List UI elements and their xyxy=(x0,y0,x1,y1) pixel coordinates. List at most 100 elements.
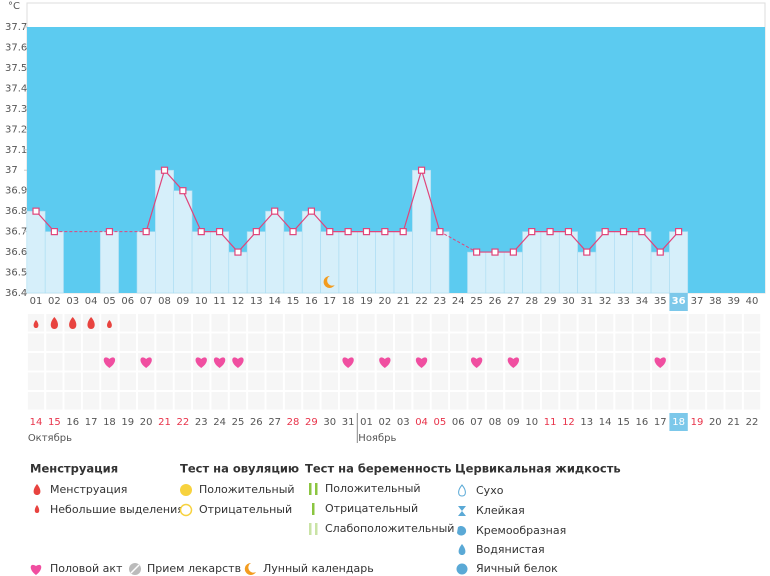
bar xyxy=(595,231,615,294)
bar xyxy=(558,231,578,294)
grid-cell xyxy=(450,372,467,390)
bar xyxy=(356,231,376,294)
grid-cell xyxy=(688,314,706,332)
grid-cell xyxy=(27,372,45,390)
x-tick-label: 23 xyxy=(434,296,447,307)
bar xyxy=(320,231,340,294)
grid-cell xyxy=(266,333,283,351)
grid-cell xyxy=(156,372,173,390)
date-label: 26 xyxy=(250,417,263,428)
grid-cell xyxy=(725,372,742,390)
point xyxy=(252,228,260,236)
grid-cell xyxy=(743,372,761,390)
grid-cell xyxy=(486,392,504,410)
x-tick-label: 17 xyxy=(323,296,336,307)
x-tick-label: 37 xyxy=(691,296,704,307)
date-label: 12 xyxy=(562,417,575,428)
point xyxy=(32,207,40,215)
grid-cell xyxy=(358,392,375,410)
grid-cell xyxy=(395,392,412,410)
y-tick-label: 36.7 xyxy=(5,227,27,238)
grid-cell xyxy=(450,333,467,351)
x-tick-label: 06 xyxy=(121,296,134,307)
grid-cell xyxy=(707,372,724,390)
legend-title: Тест на беременность xyxy=(305,462,451,476)
point xyxy=(399,228,407,236)
date-label: 20 xyxy=(140,417,153,428)
month-label: Октябрь xyxy=(28,433,72,444)
legend-title: Тест на овуляцию xyxy=(180,462,299,476)
grid-cell xyxy=(578,353,595,371)
point xyxy=(179,187,187,195)
bar xyxy=(412,169,432,294)
grid-cell xyxy=(82,392,100,410)
legend-icon xyxy=(458,484,466,497)
grid-cell xyxy=(725,353,742,371)
y-tick-label: 37.7 xyxy=(5,22,27,33)
grid-cell xyxy=(303,314,320,332)
grid-cell xyxy=(248,333,265,351)
date-label: 19 xyxy=(691,417,704,428)
intercourse-icon xyxy=(507,357,520,368)
grid-cell xyxy=(633,353,651,371)
grid-cell xyxy=(211,392,228,410)
grid-cell xyxy=(413,314,430,332)
grid-cell xyxy=(211,372,228,390)
grid-cell xyxy=(743,314,761,332)
grid-cell xyxy=(670,372,687,390)
grid-cell xyxy=(156,392,173,410)
point xyxy=(344,228,352,236)
point xyxy=(142,228,150,236)
grid-cell xyxy=(137,372,155,390)
intercourse-icon xyxy=(379,357,391,368)
grid-cell xyxy=(266,372,283,390)
grid-cell xyxy=(431,333,449,351)
bar xyxy=(99,231,119,294)
grid-cell xyxy=(193,314,210,332)
grid-cell xyxy=(27,333,45,351)
x-tick-label: 25 xyxy=(470,296,483,307)
y-tick-label: 37.1 xyxy=(5,145,27,156)
grid-cell xyxy=(211,314,228,332)
legend-text: Яичный белок xyxy=(476,562,558,575)
point xyxy=(473,248,481,256)
grid-cell xyxy=(321,314,338,332)
point xyxy=(528,228,536,236)
bar xyxy=(210,231,230,294)
grid-cell xyxy=(615,372,632,390)
grid-cell xyxy=(486,353,504,371)
x-tick-label: 22 xyxy=(415,296,428,307)
date-label: 15 xyxy=(48,417,61,428)
legend-text: Положительный xyxy=(199,483,295,496)
y-tick-label: 36.4 xyxy=(5,288,27,299)
grid-cell xyxy=(578,392,595,410)
grid-cell xyxy=(468,333,485,351)
x-tick-label: 03 xyxy=(66,296,79,307)
grid-cell xyxy=(505,392,522,410)
grid-cell xyxy=(339,333,357,351)
grid-cell xyxy=(450,392,467,410)
grid-cell xyxy=(266,392,283,410)
point xyxy=(674,228,683,236)
grid-cell xyxy=(137,333,155,351)
month-label: Ноябрь xyxy=(358,433,396,444)
intercourse-icon xyxy=(470,357,483,368)
grid-cell xyxy=(596,372,614,390)
x-tick-label: 21 xyxy=(397,296,410,307)
grid-cell xyxy=(101,392,118,410)
legend-title: Менструация xyxy=(30,462,118,476)
grid-cell xyxy=(46,333,63,351)
grid-cell xyxy=(670,392,687,410)
date-label: 21 xyxy=(727,417,740,428)
x-tick-label: 29 xyxy=(544,296,557,307)
date-label: 30 xyxy=(323,417,336,428)
grid-cell xyxy=(119,392,136,410)
point xyxy=(197,228,205,236)
grid-cell xyxy=(596,392,614,410)
grid-cell xyxy=(505,372,522,390)
grid-cell xyxy=(395,353,412,371)
point xyxy=(216,228,224,236)
legend-text: Кремообразная xyxy=(476,524,566,537)
grid-cell xyxy=(523,372,540,390)
grid-cell xyxy=(82,333,100,351)
